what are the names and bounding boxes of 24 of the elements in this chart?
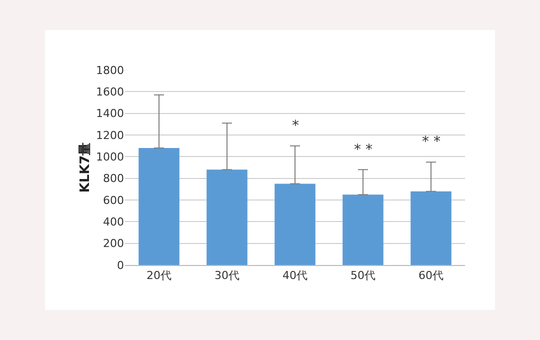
bar — [274, 184, 316, 265]
x-tick-label: 40代 — [282, 269, 308, 282]
y-tick-label: 1600 — [96, 86, 124, 99]
y-tick-label: 400 — [103, 216, 124, 229]
y-tick-label: 1400 — [96, 107, 124, 120]
y-tick-label: 1200 — [96, 128, 124, 142]
y-axis-title: KLK7量 — [78, 142, 93, 193]
bar — [342, 194, 384, 265]
x-tick-label: 50代 — [350, 269, 376, 282]
annotation: * * — [354, 142, 372, 158]
y-tick-label: 1000 — [96, 150, 124, 164]
bar — [410, 191, 452, 265]
y-tick-label: 600 — [103, 194, 124, 207]
y-tick-label: 200 — [103, 237, 124, 250]
x-tick-label: 60代 — [418, 269, 444, 282]
y-tick-label: 1800 — [96, 64, 124, 77]
bar — [206, 170, 248, 265]
y-tick-label: 0 — [117, 258, 124, 272]
annotation: * * — [422, 134, 440, 150]
bar — [138, 148, 180, 265]
y-tick-label: 800 — [103, 172, 124, 186]
x-tick-label: 30代 — [214, 269, 240, 282]
x-tick-label: 20代 — [146, 269, 172, 282]
annotation: * — [292, 118, 299, 134]
